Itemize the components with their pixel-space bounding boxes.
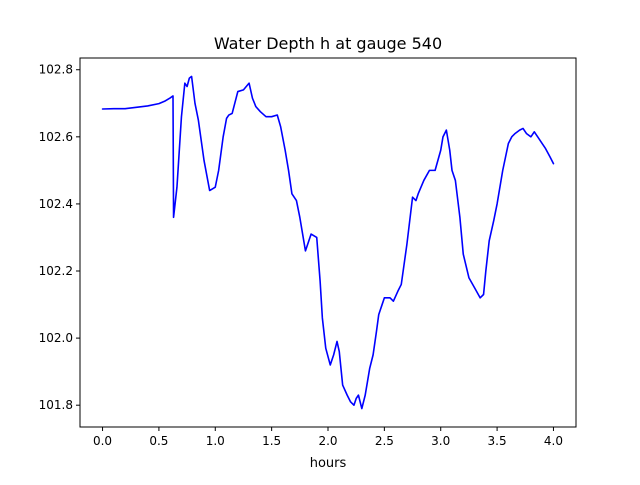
x-axis: 0.0 0.5 1.0 1.5 2.0 2.5 3.0 3.5 4.0 [93,427,563,448]
y-tick-label: 101.8 [39,398,73,412]
x-tick-label: 1.0 [206,434,225,448]
y-axis: 101.8 102.0 102.2 102.4 102.6 102.8 [39,63,80,412]
y-tick-label: 102.4 [39,197,73,211]
y-tick-label: 102.0 [39,331,73,345]
x-tick-label: 2.5 [375,434,394,448]
x-axis-label: hours [310,456,347,471]
x-tick-label: 1.5 [262,434,281,448]
chart-title: Water Depth h at gauge 540 [214,34,442,53]
y-tick-label: 102.8 [39,63,73,77]
plot-area [101,75,555,410]
y-tick-label: 102.2 [39,264,73,278]
x-tick-label: 0.0 [93,434,112,448]
x-tick-label: 3.0 [431,434,450,448]
x-tick-label: 2.0 [318,434,337,448]
x-tick-label: 0.5 [149,434,168,448]
series-line-0 [101,75,555,410]
y-tick-label: 102.6 [39,130,73,144]
x-tick-label: 4.0 [544,434,563,448]
x-tick-label: 3.5 [488,434,507,448]
